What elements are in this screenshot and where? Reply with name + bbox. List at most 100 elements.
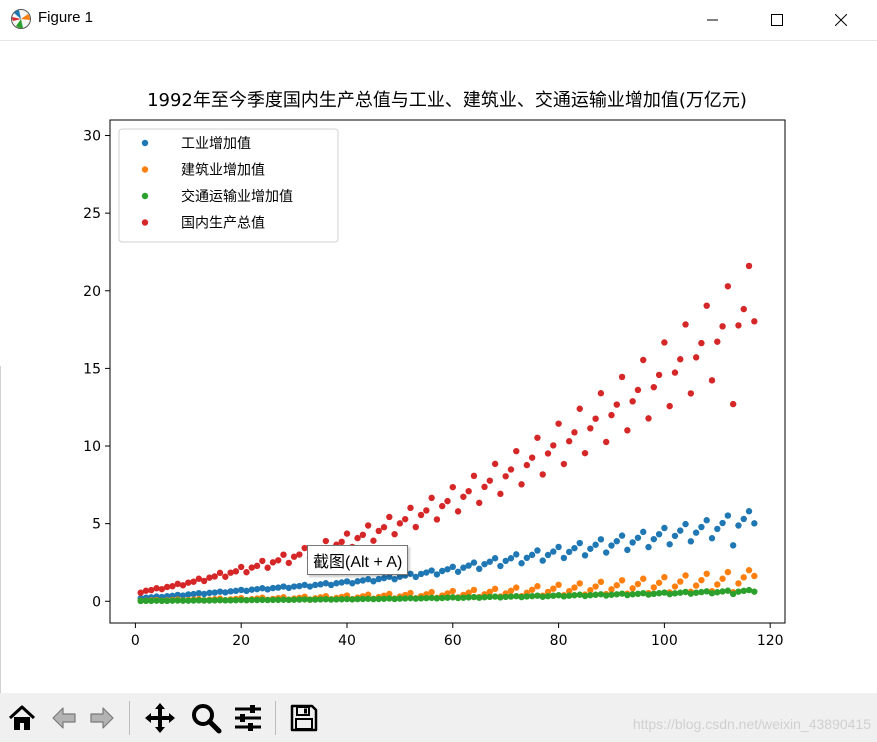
back-button[interactable] [46,699,82,737]
scatter-point [259,585,266,592]
scatter-point [206,589,213,597]
scatter-point [624,591,631,599]
scatter-point [576,591,583,598]
scatter-point [608,411,615,419]
scatter-point [216,596,224,604]
legend-marker [141,166,149,173]
scatter-point [698,576,705,584]
scatter-point [497,594,504,601]
scatter-point [692,529,700,536]
scatter-point [195,575,203,582]
scatter-point [290,596,298,603]
scatter-point [454,508,462,515]
scatter-point [666,402,673,410]
scatter-point [491,593,499,600]
scatter-point [677,527,684,534]
scatter-point [449,587,456,595]
scatter-point [592,415,599,422]
scatter-point [587,592,594,599]
scatter-point [677,356,684,363]
scatter-point [476,565,483,573]
scatter-point [386,513,393,521]
legend-label: 建筑业增加值 [181,163,265,179]
scatter-point [317,596,324,603]
scatter-point [179,597,187,604]
scatter-point [333,580,340,587]
scatter-point [491,585,499,593]
minimize-button[interactable] [690,0,736,40]
configure-subplots-button[interactable] [230,699,266,737]
scatter-point [603,549,610,556]
series-group [137,508,758,602]
zoom-button[interactable] [188,699,224,737]
scatter-point [412,595,419,602]
scatter-point [502,473,509,480]
scatter-point [745,586,753,594]
scatter-point [655,579,663,586]
scatter-point [137,589,144,596]
scatter-point [576,405,583,412]
scatter-point [248,596,255,604]
scatter-point [528,592,536,600]
scatter-point [618,590,626,597]
window-edge [0,366,1,734]
navigation-toolbar [0,693,877,742]
scatter-point [671,369,679,376]
scatter-point [603,592,610,599]
scatter-point [190,597,197,604]
scatter-point [253,585,261,593]
scatter-point [550,442,557,449]
scatter-point [312,581,319,589]
scatter-point [703,517,710,524]
scatter-point [661,339,668,346]
scatter-point [640,356,647,364]
scatter-point [740,515,747,523]
scatter-point [169,597,176,604]
scatter-point [264,564,271,571]
scatter-point [285,596,292,604]
scatter-point [306,596,314,603]
scatter-point [354,595,361,603]
scatter-point [523,461,531,469]
scatter-point [613,537,620,545]
y-tick-label: 0 [92,594,101,610]
close-button[interactable] [818,0,864,40]
scatter-point [565,548,573,556]
pan-button[interactable] [142,699,178,737]
scatter-point [645,591,652,598]
legend-marker [141,139,149,147]
scatter-point [745,262,753,270]
scatter-point [571,544,578,552]
scatter-point [232,568,240,575]
legend-box [118,128,339,243]
scatter-point [222,589,229,596]
scatter-point [142,587,150,594]
scatter-point [465,589,472,596]
scatter-point [507,587,515,595]
scatter-point [243,587,250,595]
scatter-point [618,532,626,539]
scatter-point [724,512,732,519]
scatter-point [243,569,250,576]
forward-button[interactable] [84,699,120,737]
save-button[interactable] [286,699,322,737]
scatter-point [539,593,546,600]
watermark-text: https://blog.csdn.net/weixin_43890415 [632,716,871,732]
scatter-point [454,594,462,602]
scatter-point [560,460,568,468]
scatter-point [343,530,351,537]
scatter-point [581,552,589,559]
scatter-point [481,483,488,491]
scatter-point [359,531,367,539]
scatter-point [640,528,647,536]
maximize-button[interactable] [754,0,800,40]
scatter-point [518,560,525,567]
scatter-point [581,449,589,457]
scatter-point [222,573,229,580]
scatter-point [655,589,663,597]
scatter-point [417,595,425,602]
home-button[interactable] [4,699,40,737]
scatter-point [470,559,478,566]
scatter-point [465,594,472,601]
scatter-point [301,596,308,603]
